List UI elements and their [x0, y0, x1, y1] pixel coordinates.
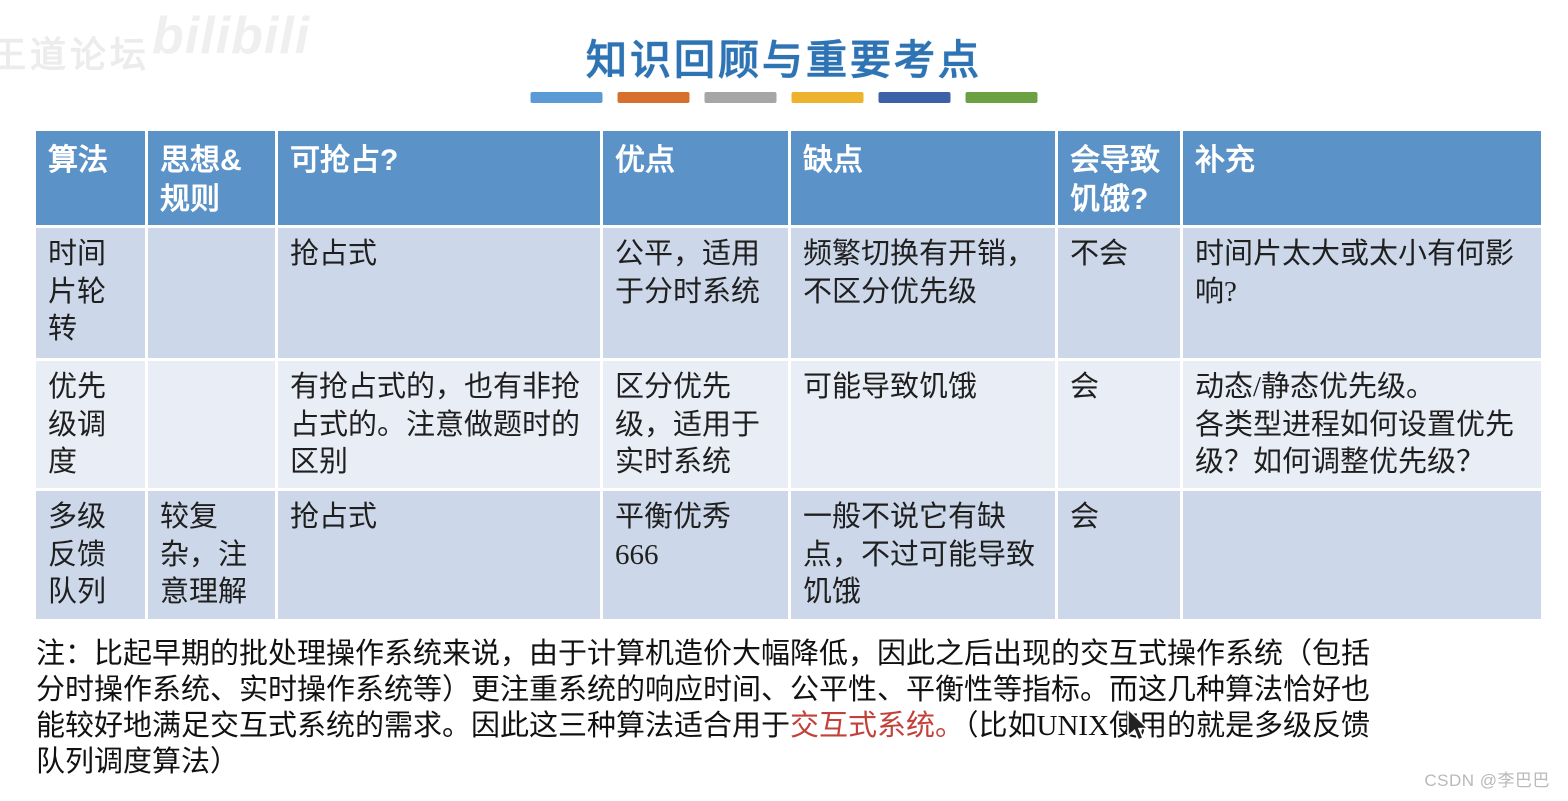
- table-cell: 时间片太大或太小有何影响?: [1180, 225, 1544, 361]
- divider-bar-3: [704, 92, 777, 103]
- table-cell: 优先级调度: [33, 357, 148, 492]
- table-body: 时间片轮转 抢占式 公平，适用于分时系统 频繁切换有开销，不区分优先级 不会 时间片太大或…: [33, 225, 1544, 623]
- scheduling-comparison-table: 算法 思想& 规则 可抢占? 优点 缺点 会导致 饥饿? 补充 时间片轮转 抢占式 公平，适用于…: [33, 128, 1544, 623]
- table-cell: 有抢占式的，也有非抢占式的。注意做题时的区别: [275, 357, 603, 492]
- table-cell: 不会: [1055, 225, 1183, 361]
- footnote-text: （比如UNIX使用的就是多级反馈: [964, 710, 1371, 742]
- divider-bars: [530, 92, 1038, 103]
- table-cell: 一般不说它有缺点，不过可能导致饥饿: [788, 488, 1058, 623]
- table-row: 多级反馈队列 较复杂，注意理解 抢占式 平衡优秀 666 一般不说它有缺点，不过可能导致…: [33, 488, 1544, 623]
- table-cell: 公平，适用于分时系统: [600, 225, 791, 361]
- footnote-line: 分时操作系统、实时操作系统等）更注重系统的响应时间、公平性、平衡性等指标。而这几…: [36, 672, 1536, 708]
- table-cell: 多级反馈队列: [33, 488, 148, 623]
- footnote-text: 队列调度算法）: [36, 746, 240, 778]
- table-cell: 较复杂，注意理解: [145, 488, 278, 623]
- divider-bar-1: [530, 92, 603, 103]
- wangdao-forum-watermark: 王道论坛: [0, 34, 151, 75]
- table-cell: 动态/静态优先级。 各类型进程如何设置优先级？如何调整优先级？: [1180, 357, 1544, 492]
- footnote-line: 注：比起早期的批处理操作系统来说，由于计算机造价大幅降低，因此之后出现的交互式操…: [36, 636, 1536, 672]
- column-header: 补充: [1180, 128, 1544, 228]
- page-title: 知识回顾与重要考点: [586, 37, 982, 83]
- footnote-highlight: 交互式系统。: [790, 710, 965, 742]
- table-cell: 频繁切换有开销，不区分优先级: [788, 225, 1058, 361]
- table-cell: [1180, 488, 1544, 623]
- column-header: 可抢占?: [275, 128, 603, 228]
- table-cell: [145, 357, 278, 492]
- table-header-row: 算法 思想& 规则 可抢占? 优点 缺点 会导致 饥饿? 补充: [33, 128, 1544, 228]
- table-cell: 会: [1055, 357, 1183, 492]
- csdn-watermark: CSDN @李巴巴: [1424, 771, 1550, 790]
- divider-bar-2: [617, 92, 690, 103]
- column-header: 思想& 规则: [145, 128, 278, 228]
- table-cell: 抢占式: [275, 488, 603, 623]
- column-header: 优点: [600, 128, 791, 228]
- table-cell: 抢占式: [275, 225, 603, 361]
- table-cell: [145, 225, 278, 361]
- bilibili-logo-watermark: bilibili: [152, 7, 311, 65]
- footnote-text: 注：比起早期的批处理操作系统来说，由于计算机造价大幅降低，因此之后出现的交互式操…: [36, 638, 1371, 670]
- footnote-line: 队列调度算法）: [36, 744, 1536, 780]
- table-cell: 可能导致饥饿: [788, 357, 1058, 492]
- table-cell: 时间片轮转: [33, 225, 148, 361]
- footnote-line: 能较好地满足交互式系统的需求。因此这三种算法适合用于交互式系统。（比如UNIX使…: [36, 708, 1536, 744]
- table-cell: 会: [1055, 488, 1183, 623]
- column-header: 算法: [33, 128, 148, 228]
- divider-bar-5: [878, 92, 951, 103]
- column-header: 会导致 饥饿?: [1055, 128, 1183, 228]
- footnote-text: 能较好地满足交互式系统的需求。因此这三种算法适合用于: [36, 710, 791, 742]
- table-row: 时间片轮转 抢占式 公平，适用于分时系统 频繁切换有开销，不区分优先级 不会 时间片太大或…: [33, 225, 1544, 361]
- mouse-cursor-icon: [1127, 708, 1150, 742]
- table-cell: 区分优先级，适用于实时系统: [600, 357, 791, 492]
- divider-bar-4: [791, 92, 864, 103]
- footnote: 注：比起早期的批处理操作系统来说，由于计算机造价大幅降低，因此之后出现的交互式操…: [36, 636, 1536, 780]
- table-row: 优先级调度 有抢占式的，也有非抢占式的。注意做题时的区别 区分优先级，适用于实时系统…: [33, 357, 1544, 492]
- footnote-text: 分时操作系统、实时操作系统等）更注重系统的响应时间、公平性、平衡性等指标。而这几…: [36, 674, 1371, 706]
- table-cell: 平衡优秀 666: [600, 488, 791, 623]
- column-header: 缺点: [788, 128, 1058, 228]
- divider-bar-6: [965, 92, 1038, 103]
